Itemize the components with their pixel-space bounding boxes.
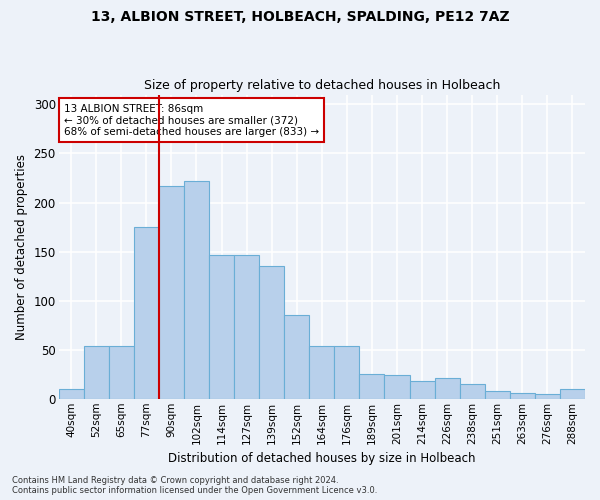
- Bar: [434, 378, 460, 399]
- Bar: [309, 346, 334, 399]
- Bar: [560, 389, 585, 399]
- Bar: [410, 381, 434, 399]
- X-axis label: Distribution of detached houses by size in Holbeach: Distribution of detached houses by size …: [168, 452, 476, 465]
- Bar: [259, 266, 284, 399]
- Text: 13, ALBION STREET, HOLBEACH, SPALDING, PE12 7AZ: 13, ALBION STREET, HOLBEACH, SPALDING, P…: [91, 10, 509, 24]
- Bar: [234, 256, 259, 399]
- Bar: [334, 346, 359, 399]
- Bar: [159, 186, 184, 399]
- Text: 13 ALBION STREET: 86sqm
← 30% of detached houses are smaller (372)
68% of semi-d: 13 ALBION STREET: 86sqm ← 30% of detache…: [64, 104, 319, 137]
- Bar: [59, 389, 83, 399]
- Bar: [109, 346, 134, 399]
- Bar: [209, 254, 234, 399]
- Bar: [510, 393, 535, 399]
- Bar: [385, 375, 410, 399]
- Bar: [535, 394, 560, 399]
- Bar: [485, 391, 510, 399]
- Bar: [284, 316, 309, 399]
- Bar: [184, 181, 209, 399]
- Bar: [359, 374, 385, 399]
- Bar: [460, 384, 485, 399]
- Bar: [134, 227, 159, 399]
- Title: Size of property relative to detached houses in Holbeach: Size of property relative to detached ho…: [143, 79, 500, 92]
- Text: Contains HM Land Registry data © Crown copyright and database right 2024.
Contai: Contains HM Land Registry data © Crown c…: [12, 476, 377, 495]
- Bar: [83, 346, 109, 399]
- Y-axis label: Number of detached properties: Number of detached properties: [15, 154, 28, 340]
